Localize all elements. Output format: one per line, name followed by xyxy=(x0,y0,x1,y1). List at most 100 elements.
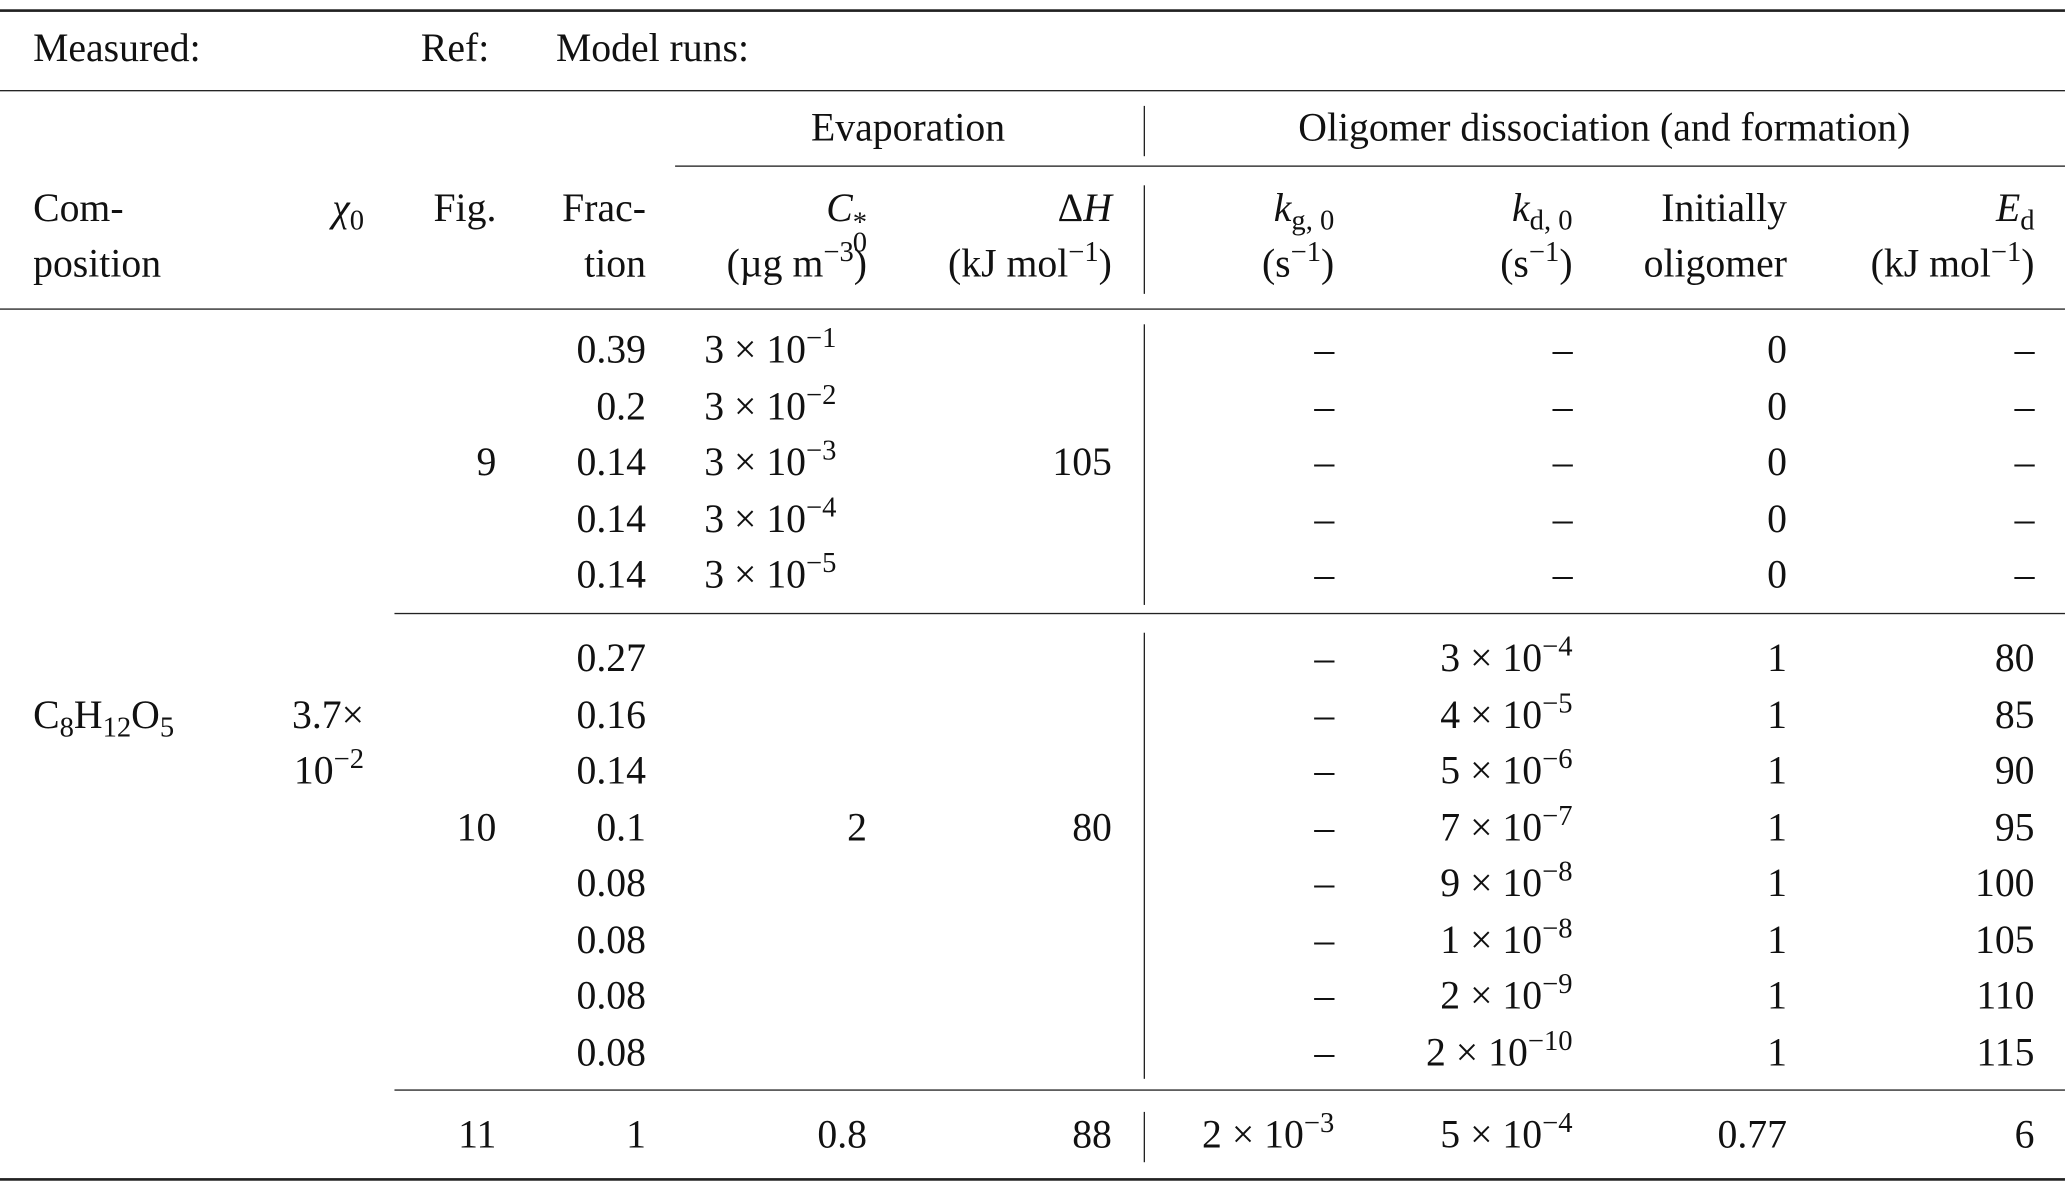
kd0: – xyxy=(1552,328,1573,372)
text-run: Δ xyxy=(1057,186,1084,231)
ed: – xyxy=(2014,328,2035,372)
column-header: χ0 xyxy=(332,180,364,238)
kd0: 2 × 10−9 xyxy=(1440,968,1572,1026)
kd0: 3 × 10−4 xyxy=(1440,630,1572,688)
kd0: – xyxy=(1552,384,1573,429)
kd0: – xyxy=(1552,553,1573,597)
ed: – xyxy=(2014,440,2035,485)
fraction: 0.08 xyxy=(576,974,646,1018)
text-run: −3 xyxy=(1303,1106,1335,1139)
fraction: 0.16 xyxy=(576,692,646,737)
column-divider xyxy=(1143,105,1146,157)
text-run: ) xyxy=(1098,242,1112,286)
c0: 3 × 10−1 xyxy=(704,322,836,380)
text-run: ) xyxy=(2021,242,2035,286)
text-run: −1 xyxy=(1528,235,1560,268)
ed: – xyxy=(2014,497,2035,541)
text-run: 3 × 10 xyxy=(704,497,807,541)
fig: 9 xyxy=(476,440,497,485)
sup-sub: * 0 xyxy=(852,205,868,256)
column-header: Frac- xyxy=(562,180,646,238)
ed: 115 xyxy=(1976,1030,2035,1075)
column-divider xyxy=(1143,1111,1146,1163)
column-divider xyxy=(1143,185,1146,294)
ed: 85 xyxy=(1994,692,2035,737)
initially-oligomer: 1 xyxy=(1767,749,1787,793)
fraction: 1 xyxy=(626,1113,646,1157)
text-run: d xyxy=(2020,204,2035,237)
rule xyxy=(394,1089,2065,1091)
initially-oligomer: 0 xyxy=(1767,553,1787,597)
fraction: 0.39 xyxy=(576,328,646,372)
ed: 95 xyxy=(1994,805,2035,850)
text-run: 3.7× xyxy=(291,693,365,738)
kg0: – xyxy=(1314,861,1335,906)
kd0: 5 × 10−6 xyxy=(1440,743,1572,801)
text-run: E xyxy=(1995,186,2021,231)
c0: 3 × 10−2 xyxy=(704,378,836,436)
initially-oligomer: 1 xyxy=(1767,692,1787,737)
column-header: (kJ mol−1) xyxy=(948,236,1112,294)
text-run: 7 × 10 xyxy=(1440,805,1543,850)
column-header: position xyxy=(33,236,161,294)
ed: – xyxy=(2014,553,2035,597)
column-header: tion xyxy=(584,236,646,294)
text-run: (s xyxy=(1261,242,1291,286)
text-run: (s xyxy=(1500,242,1529,286)
composition: C8H12O5 xyxy=(33,687,174,745)
initially-oligomer: 1 xyxy=(1767,974,1787,1018)
initially-oligomer: 0 xyxy=(1767,384,1787,429)
text-run: (kJ mol xyxy=(1870,242,1991,286)
c0: 3 × 10−4 xyxy=(704,490,836,548)
c0: 0.8 xyxy=(817,1113,868,1157)
column-header: (µg m−3) xyxy=(727,236,867,294)
text-run: Com- xyxy=(33,186,124,231)
text-run: k xyxy=(1512,186,1530,231)
c0: 3 × 10−5 xyxy=(704,547,836,605)
text-run: * xyxy=(852,205,868,238)
text-run: 3 × 10 xyxy=(1440,636,1543,681)
kd0: – xyxy=(1552,440,1573,485)
text-run: ) xyxy=(853,242,868,286)
text-run: −3 xyxy=(806,434,837,467)
text-run: 2 × 10 xyxy=(1440,974,1543,1018)
rule xyxy=(0,1178,2065,1181)
fraction: 0.14 xyxy=(576,553,646,597)
text-run: −4 xyxy=(1542,630,1573,663)
text-run: −8 xyxy=(1542,911,1573,944)
kd0: 5 × 10−4 xyxy=(1440,1107,1572,1165)
column-header: Fig. xyxy=(433,180,496,238)
kg0: – xyxy=(1314,384,1335,429)
initially-oligomer: 1 xyxy=(1767,805,1787,850)
kg0: – xyxy=(1314,497,1335,541)
rule xyxy=(0,90,2065,92)
initially-oligomer: 0 xyxy=(1767,497,1787,541)
text-run: −7 xyxy=(1542,799,1573,831)
kg0: – xyxy=(1314,917,1335,962)
text-run: 3 × 10 xyxy=(704,328,807,372)
text-run: −5 xyxy=(1542,686,1573,719)
column-header: kg, 0 xyxy=(1274,180,1335,238)
column-header: Initially xyxy=(1661,180,1787,238)
text-run: 2 × 10 xyxy=(1426,1030,1528,1075)
text-run: Initially xyxy=(1661,186,1787,231)
kg0: – xyxy=(1314,1030,1335,1075)
ed: 105 xyxy=(1974,917,2035,962)
text-run: (kJ mol xyxy=(947,242,1069,286)
text-run: −6 xyxy=(1542,742,1573,775)
chi0: 3.7× xyxy=(292,687,364,745)
text-run: d, 0 xyxy=(1529,204,1573,237)
text-run: 12 xyxy=(102,711,132,744)
fraction: 0.14 xyxy=(576,440,646,485)
kg0: – xyxy=(1314,749,1335,793)
delta-h: 88 xyxy=(1072,1113,1112,1157)
ed: 100 xyxy=(1974,861,2035,906)
text-run: χ xyxy=(332,186,350,231)
kg0: – xyxy=(1314,440,1335,485)
kg0: 2 × 10−3 xyxy=(1202,1107,1334,1165)
fraction: 0.14 xyxy=(576,497,646,541)
column-header: (kJ mol−1) xyxy=(1871,236,2035,294)
initially-oligomer: 0 xyxy=(1767,440,1787,485)
